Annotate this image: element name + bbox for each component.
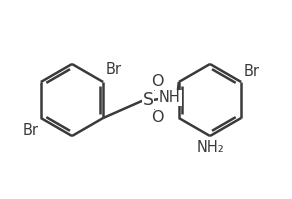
Text: O: O [151, 110, 163, 126]
Text: NH: NH [159, 91, 181, 105]
Text: O: O [151, 74, 163, 90]
Text: S: S [142, 91, 154, 109]
Text: NH₂: NH₂ [196, 140, 224, 155]
Text: Br: Br [105, 62, 121, 77]
Text: Br: Br [23, 123, 39, 138]
Text: Br: Br [243, 64, 259, 79]
